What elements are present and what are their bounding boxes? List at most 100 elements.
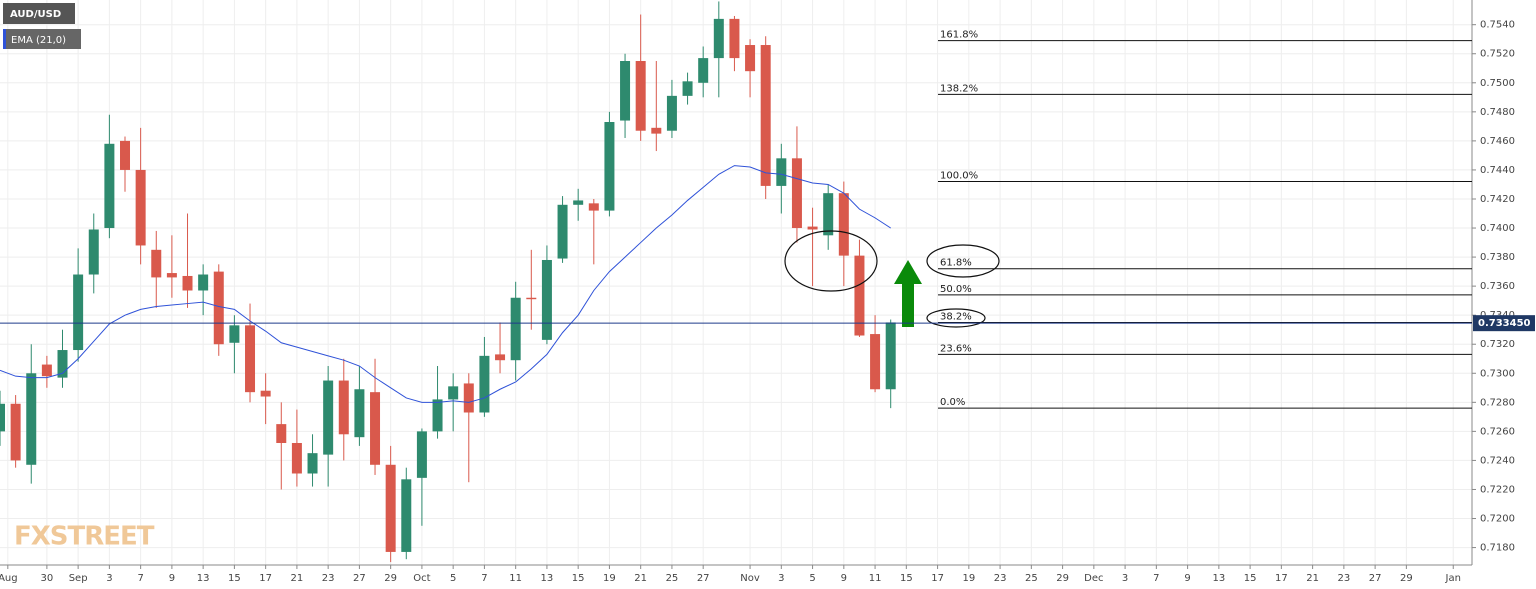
y-tick-label: 0.7520	[1480, 49, 1515, 60]
y-tick-label: 0.7240	[1480, 455, 1515, 466]
candle-body	[604, 122, 615, 211]
x-tick-label: 7	[1153, 573, 1159, 584]
candle-body	[885, 322, 896, 390]
x-tick-label: 30	[41, 573, 54, 584]
last-price-label: 0.733450	[1478, 318, 1531, 329]
legend-box	[3, 29, 81, 49]
candle-body	[510, 297, 521, 361]
candle-body	[666, 95, 677, 131]
y-tick-label: 0.7380	[1480, 252, 1515, 263]
highlight-ellipse	[926, 308, 986, 328]
x-tick-label: Oct	[413, 573, 430, 584]
x-tick-label: 27	[1369, 573, 1382, 584]
x-tick-label: 3	[778, 573, 784, 584]
candle-body	[854, 255, 865, 336]
candle-body	[370, 392, 381, 465]
candle-body	[729, 18, 740, 59]
x-tick-label: 13	[541, 573, 554, 584]
y-tick-label: 0.7320	[1480, 339, 1515, 350]
x-tick-label: 23	[994, 573, 1007, 584]
x-tick-label: 9	[169, 573, 175, 584]
fib-label: 38.2%	[940, 311, 972, 322]
candle-body	[338, 380, 349, 435]
candle-body	[182, 275, 193, 291]
x-tick-label: 25	[666, 573, 679, 584]
y-tick-label: 0.7420	[1480, 194, 1515, 205]
x-tick-label: 29	[384, 573, 397, 584]
y-tick-label: 0.7300	[1480, 368, 1515, 379]
candle-body	[151, 249, 162, 278]
candle-body	[526, 297, 537, 300]
x-tick-label: Dec	[1084, 573, 1103, 584]
candle-body	[682, 81, 693, 96]
candle-body	[651, 127, 662, 134]
x-tick-label: 19	[962, 573, 975, 584]
y-tick-label: 0.7360	[1480, 281, 1515, 292]
x-tick-label: 3	[106, 573, 112, 584]
fib-label: 161.8%	[940, 30, 978, 41]
candle-body	[41, 364, 52, 377]
x-tick-label: 5	[450, 573, 456, 584]
x-tick-label: 7	[137, 573, 143, 584]
x-tick-label: 17	[1275, 573, 1288, 584]
y-tick-label: 0.7540	[1480, 20, 1515, 31]
y-tick-label: 0.7180	[1480, 543, 1515, 554]
x-tick-label: 17	[259, 573, 272, 584]
x-tick-label: 23	[1337, 573, 1350, 584]
ema-line	[0, 165, 891, 403]
candle-body	[838, 193, 849, 256]
candle-body	[776, 158, 787, 186]
x-tick-label: 17	[931, 573, 944, 584]
candle-body	[0, 403, 5, 432]
legend-label: EMA (21,0)	[11, 35, 66, 46]
legend-box	[3, 3, 75, 24]
candle-body	[120, 140, 131, 170]
y-tick-label: 0.7220	[1480, 484, 1515, 495]
fib-label: 23.6%	[940, 343, 972, 354]
x-tick-label: Nov	[740, 573, 760, 584]
x-tick-label: 11	[869, 573, 882, 584]
candle-body	[807, 226, 818, 230]
x-tick-label: 21	[634, 573, 647, 584]
x-tick-label: 29	[1056, 573, 1069, 584]
y-tick-label: 0.7480	[1480, 107, 1515, 118]
y-tick-label: 0.7260	[1480, 426, 1515, 437]
x-tick-label: 25	[1025, 573, 1038, 584]
candle-body	[588, 203, 599, 211]
candle-body	[791, 158, 802, 229]
y-tick-label: 0.7400	[1480, 223, 1515, 234]
candle-body	[541, 259, 552, 340]
candle-body	[10, 403, 21, 461]
x-tick-label: 15	[900, 573, 913, 584]
legend-swatch	[3, 29, 6, 49]
candle-body	[213, 271, 224, 345]
x-tick-label: 13	[197, 573, 210, 584]
x-tick-label: Sep	[69, 573, 88, 584]
candle-body	[88, 229, 99, 275]
candle-body	[260, 390, 271, 397]
candle-body	[198, 274, 209, 291]
x-tick-label: 27	[353, 573, 366, 584]
candle-body	[573, 200, 584, 205]
candle-body	[870, 334, 881, 390]
candle-body	[557, 204, 568, 259]
candle-body	[291, 442, 302, 474]
candle-body	[245, 325, 256, 393]
candle-body	[229, 325, 240, 343]
fib-label: 50.0%	[940, 284, 972, 295]
candle-body	[385, 464, 396, 552]
x-tick-label: 29	[1400, 573, 1413, 584]
candle-body	[745, 45, 756, 72]
fib-label: 0.0%	[940, 397, 965, 408]
highlight-ellipse	[784, 230, 878, 292]
candle-body	[635, 61, 646, 131]
candle-body	[479, 355, 490, 413]
x-tick-label: 3	[1122, 573, 1128, 584]
x-tick-label: 9	[841, 573, 847, 584]
candle-body	[323, 380, 334, 455]
candle-body	[104, 143, 115, 229]
y-tick-label: 0.7460	[1480, 136, 1515, 147]
x-tick-label: 9	[1184, 573, 1190, 584]
candle-body	[463, 383, 474, 413]
x-tick-label: Aug	[0, 573, 18, 584]
